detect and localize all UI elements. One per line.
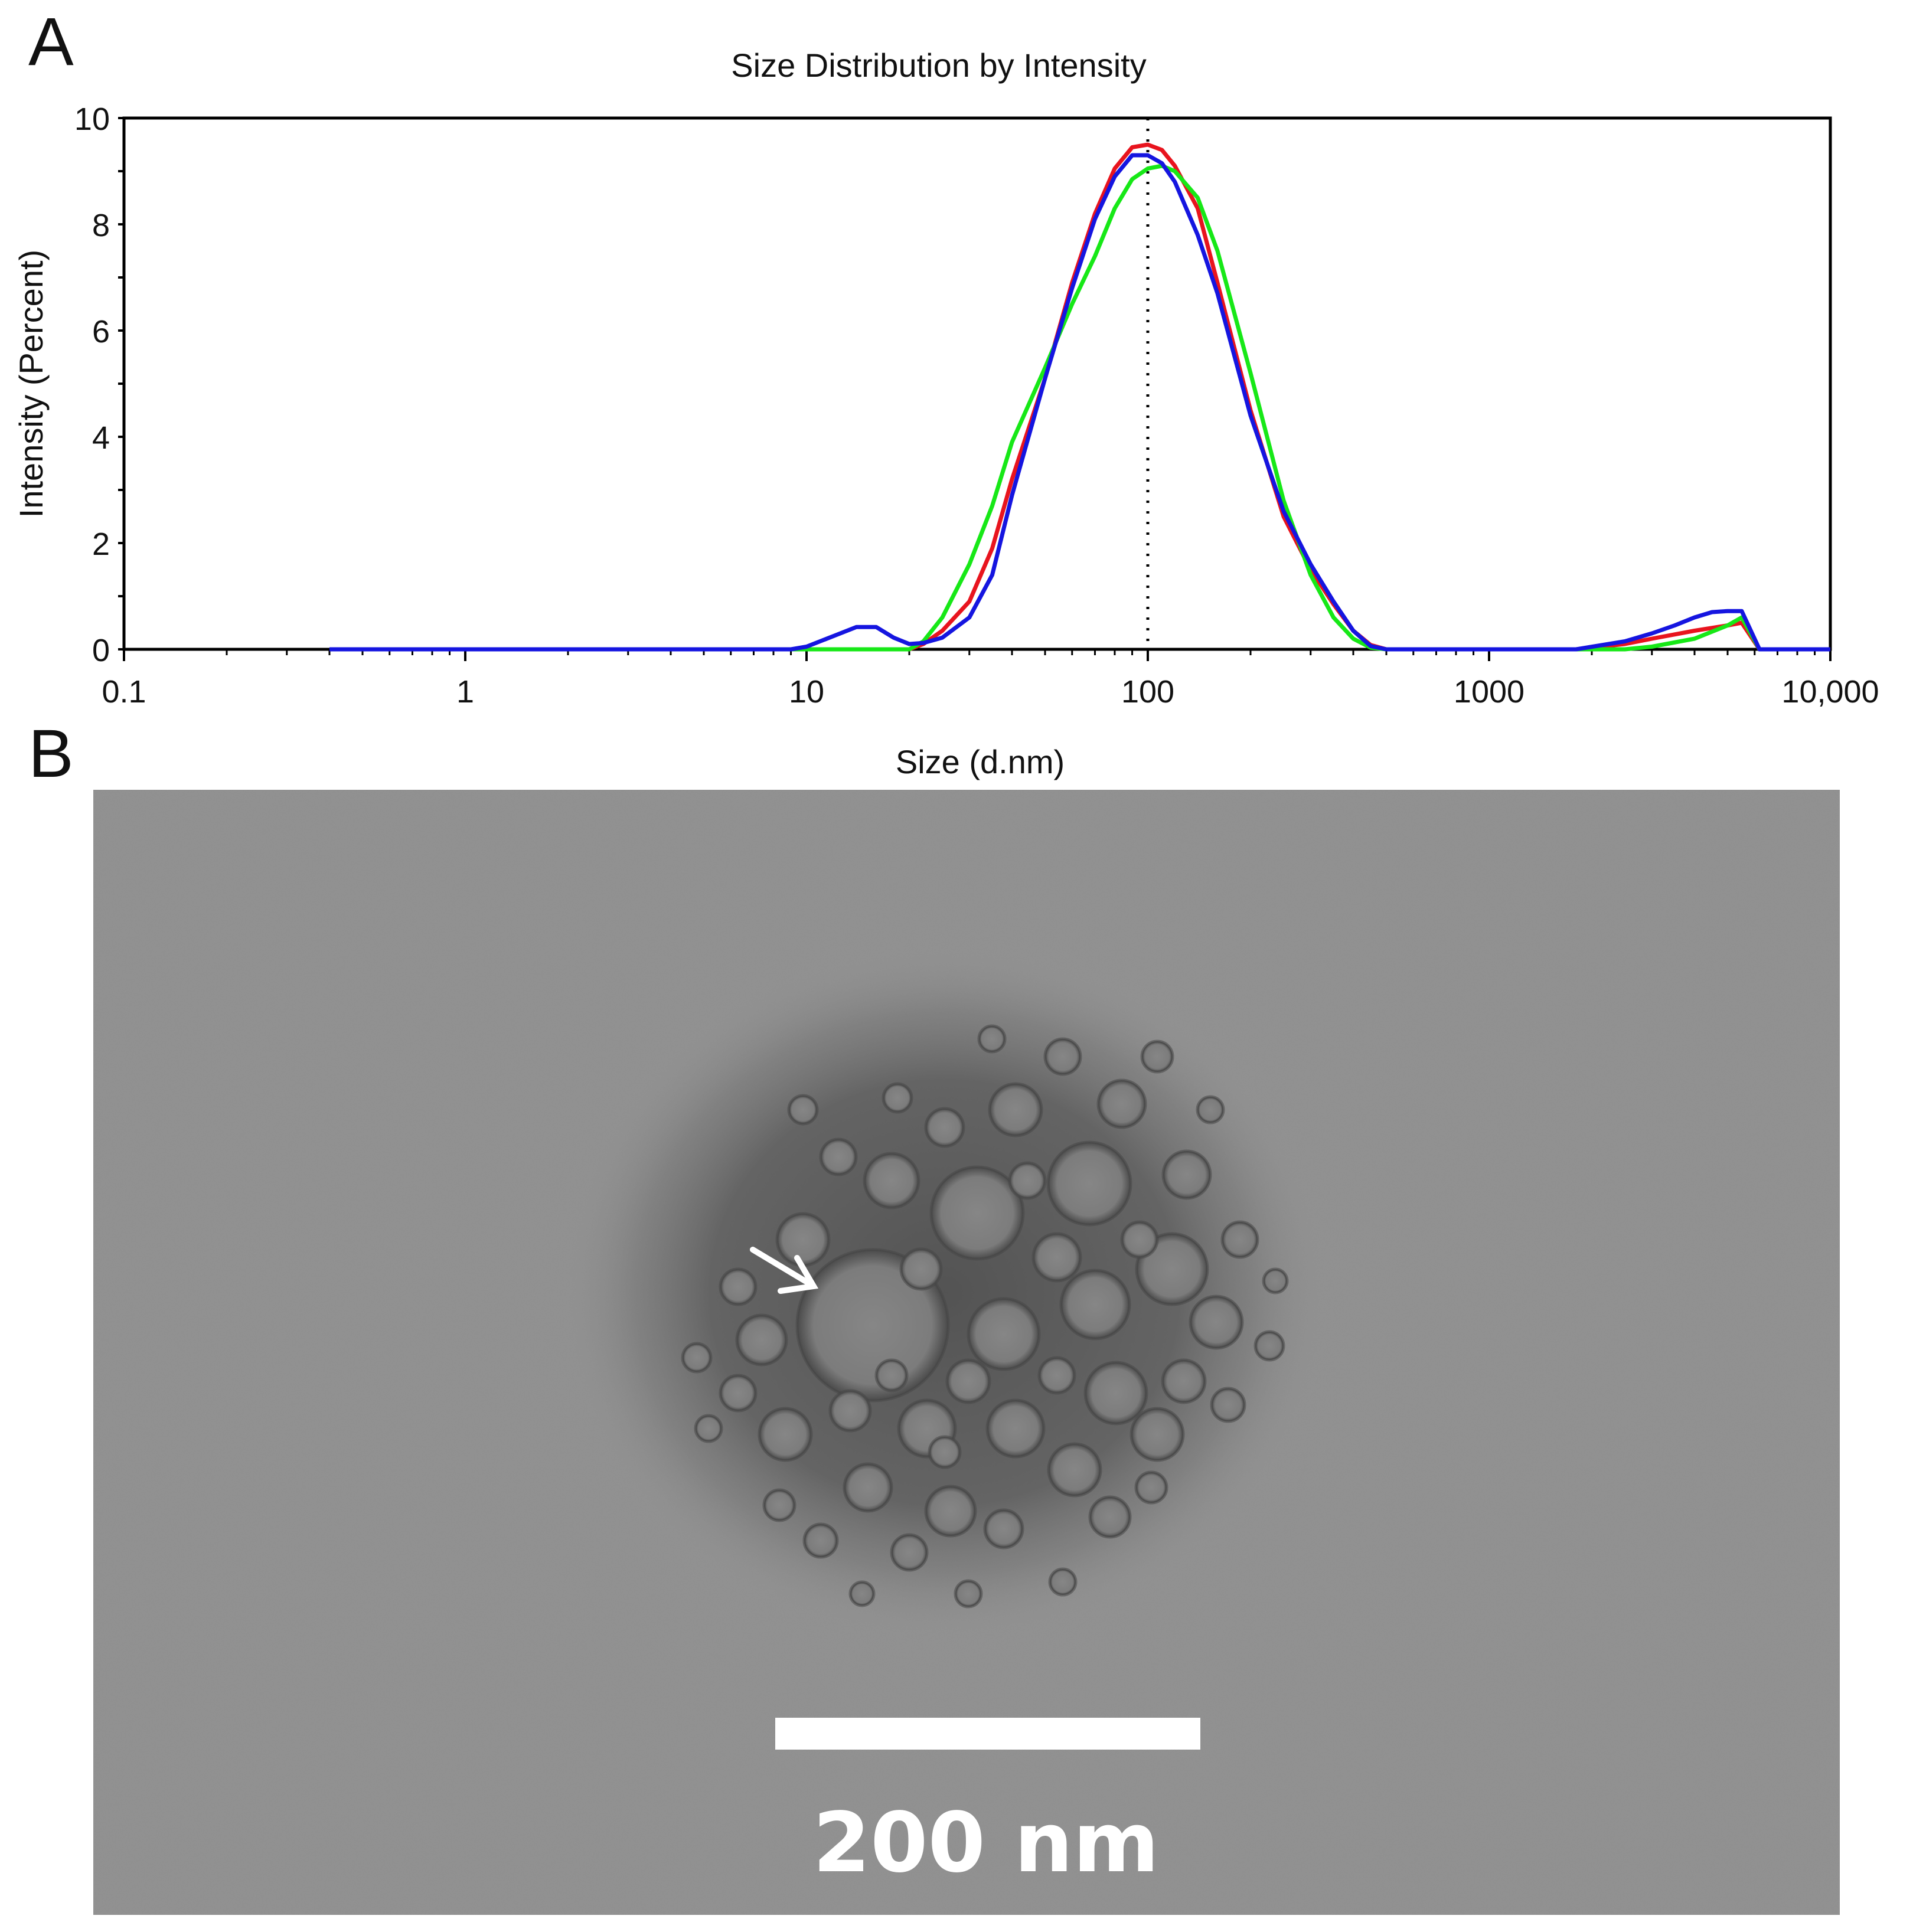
y-tick-label: 2 [92,527,110,562]
panel-label-b: B [28,716,74,792]
vesicle [1210,1387,1246,1423]
vesicle [1120,1220,1159,1259]
vesicle [983,1508,1024,1549]
vesicle [1161,1358,1207,1404]
vesicle [735,1313,788,1367]
x-tick-label: 10 [789,674,824,710]
x-tick-label: 100 [1121,674,1174,710]
vesicle-cluster [681,1024,1289,1609]
vesicle [758,1407,813,1462]
y-tick-label: 6 [92,314,110,349]
vesicle [924,1107,965,1148]
vesicle [787,1094,819,1126]
vesicle [1031,1232,1082,1283]
vesicle [1083,1361,1148,1426]
vesicle [1047,1442,1102,1498]
x-axis: 0.1 1 10 100 1000 10,000 [102,649,1879,710]
y-axis-label: Intensity (Percent) [12,250,50,518]
vesicle [694,1414,723,1443]
vesicle [1189,1294,1244,1350]
vesicle [1161,1149,1212,1200]
vesicle [1046,1140,1132,1227]
vesicle [843,1462,893,1513]
y-axis: 0 2 4 6 8 10 [74,102,124,668]
vesicle [985,1398,1046,1459]
vesicle [1088,1495,1132,1539]
vesicle [988,1082,1043,1137]
vesicle [1196,1095,1225,1124]
vesicle [1129,1407,1185,1462]
vesicle [719,1267,758,1306]
series-line-3 [329,153,1830,652]
y-tick-label: 10 [74,102,110,137]
vesicle [1059,1269,1131,1341]
vesicle [848,1580,876,1607]
vesicle [899,1247,943,1291]
vesicle [924,1485,977,1538]
scale-bar [775,1718,1200,1750]
vesicle [1134,1470,1168,1505]
vesicle [945,1358,991,1404]
vesicle [1140,1039,1174,1074]
vesicle [819,1137,858,1176]
intensity-distribution-chart: 0 2 4 6 8 10 0.1 1 10 100 1000 10,000 Size Distrib… [12,47,1879,780]
vesicle [1037,1356,1076,1395]
vesicle [1253,1330,1285,1362]
vesicle [977,1024,1007,1054]
y-tick-label: 8 [92,208,110,243]
x-axis-label: Size (d.nm) [896,743,1065,780]
vesicle [828,1389,872,1433]
arrow-icon [750,1247,819,1294]
vesicle [863,1152,920,1209]
data-series [329,142,1830,652]
vesicle [1043,1037,1082,1076]
vesicle [775,1212,831,1267]
vesicle [954,1579,983,1609]
vesicle [762,1488,796,1522]
vesicle [1096,1078,1147,1129]
vesicle [1220,1220,1259,1259]
vesicle [719,1374,758,1413]
x-tick-label: 0.1 [102,674,146,710]
scale-bar-label: 200 nm [813,1795,1160,1891]
series-line-2 [329,164,1830,652]
vesicle [928,1435,962,1469]
vesicle [929,1165,1025,1261]
y-tick-label: 0 [92,633,110,668]
x-tick-label: 10,000 [1781,674,1879,710]
panel-label-a: A [28,4,74,80]
vesicle [967,1297,1041,1371]
vesicle [1048,1567,1078,1597]
vesicle [882,1082,913,1114]
x-tick-label: 1000 [1454,674,1524,710]
y-tick-label: 4 [92,420,110,456]
vesicle [802,1522,839,1559]
chart-title: Size Distribution by Intensity [731,47,1146,84]
vesicle [1262,1267,1289,1294]
vesicle [1008,1161,1047,1200]
x-tick-label: 1 [456,674,474,710]
vesicle [681,1342,713,1374]
vesicle [874,1358,909,1392]
vesicle [890,1533,929,1572]
